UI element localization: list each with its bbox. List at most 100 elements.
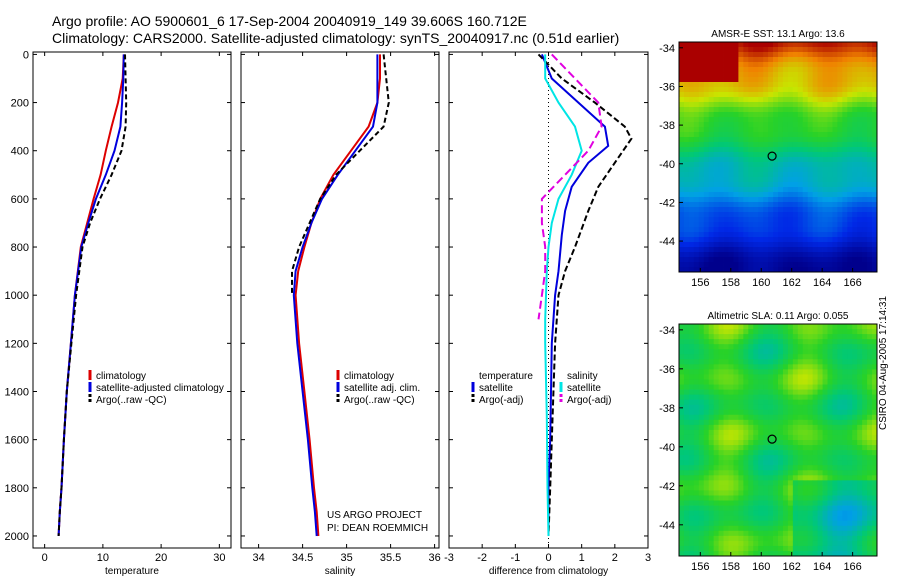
heatmap-cell — [847, 112, 853, 118]
y-tick-label: -40 — [659, 159, 675, 171]
heatmap-cell — [867, 419, 873, 426]
heatmap-cell — [862, 334, 868, 340]
heatmap-cell — [688, 550, 695, 557]
heatmap-cell — [842, 510, 848, 517]
heatmap-cell — [827, 475, 833, 481]
heatmap-cell — [847, 359, 853, 365]
heatmap-cell — [822, 465, 828, 471]
heatmap-cell — [857, 364, 863, 370]
heatmap-cell — [738, 409, 744, 416]
heatmap-cell — [688, 147, 695, 153]
heatmap-cell — [802, 460, 809, 466]
heatmap-cell — [787, 424, 794, 431]
heatmap-cell — [852, 227, 858, 233]
heatmap-cell — [857, 525, 863, 532]
heatmap-cell — [822, 344, 828, 350]
heatmap-cell — [778, 339, 784, 345]
heatmap-cell — [857, 77, 863, 83]
heatmap-cell — [852, 455, 858, 461]
heatmap-cell — [862, 455, 868, 461]
heatmap-cell — [817, 267, 823, 273]
heatmap-cell — [852, 344, 858, 350]
heatmap-cell — [847, 57, 853, 63]
heatmap-cell — [787, 137, 794, 143]
heatmap-cell — [708, 394, 715, 401]
heatmap-cell — [837, 515, 843, 522]
heatmap-cell — [773, 440, 779, 446]
heatmap-cell — [827, 187, 833, 193]
heatmap-cell — [713, 475, 719, 481]
heatmap-cell — [782, 127, 789, 133]
heatmap-cell — [862, 232, 868, 238]
heatmap-cell — [807, 162, 814, 168]
heatmap-cell — [693, 242, 700, 248]
heatmap-cell — [812, 470, 818, 476]
heatmap-cell — [693, 505, 700, 512]
heatmap-cell — [797, 440, 804, 446]
heatmap-cell — [802, 217, 809, 223]
heatmap-cell — [763, 440, 769, 446]
heatmap-cell — [753, 510, 759, 517]
heatmap-cell — [688, 82, 695, 88]
heatmap-cell — [787, 480, 794, 486]
heatmap-cell — [817, 460, 823, 466]
heatmap-cell — [857, 152, 863, 158]
heatmap-cell — [787, 222, 794, 228]
heatmap-cell — [782, 57, 789, 63]
heatmap-cell — [782, 252, 789, 258]
heatmap-cell — [753, 122, 759, 128]
heatmap-cell — [797, 374, 804, 380]
heatmap-cell — [867, 197, 873, 203]
heatmap-cell — [837, 384, 843, 390]
heatmap-cell — [723, 515, 729, 522]
heatmap-cell — [842, 329, 848, 335]
heatmap-cell — [683, 207, 690, 213]
heatmap-cell — [718, 102, 724, 108]
heatmap-cell — [807, 515, 814, 522]
heatmap-cell — [728, 237, 734, 243]
heatmap-cell — [733, 485, 739, 491]
legend-label: Argo(..raw -QC) — [96, 395, 167, 406]
heatmap-cell — [842, 102, 848, 108]
heatmap-cell — [832, 77, 838, 83]
heatmap-cell — [852, 72, 858, 78]
heatmap-cell — [817, 470, 823, 476]
heatmap-cell — [773, 157, 779, 163]
heatmap-cell — [679, 77, 685, 83]
heatmap-cell — [782, 490, 789, 496]
x-tick-label: -2 — [477, 552, 487, 564]
heatmap-cell — [688, 389, 695, 396]
heatmap-cell — [758, 257, 764, 263]
heatmap-cell — [728, 257, 734, 263]
heatmap-cell — [802, 470, 809, 476]
heatmap-cell — [802, 257, 809, 263]
heatmap-cell — [797, 490, 804, 496]
heatmap-cell — [782, 500, 789, 506]
heatmap-cell — [837, 247, 843, 253]
heatmap-cell — [688, 445, 695, 451]
heatmap-cell — [787, 257, 794, 263]
heatmap-cell — [812, 262, 818, 268]
heatmap-cell — [847, 545, 853, 552]
heatmap-cell — [703, 182, 710, 188]
heatmap-cell — [842, 364, 848, 370]
heatmap-cell — [768, 394, 774, 401]
heatmap-cell — [787, 540, 794, 547]
heatmap-cell — [758, 324, 764, 330]
heatmap-cell — [743, 52, 749, 58]
heatmap-cell — [753, 324, 759, 330]
heatmap-cell — [738, 394, 744, 401]
heatmap-cell — [693, 127, 700, 133]
heatmap-cell — [688, 242, 695, 248]
heatmap-cell — [679, 137, 685, 143]
heatmap-cell — [778, 324, 784, 330]
heatmap-cell — [728, 394, 734, 401]
heatmap-cell — [847, 374, 853, 380]
heatmap-cell — [797, 257, 804, 263]
heatmap-cell — [867, 364, 873, 370]
heatmap-cell — [857, 485, 863, 491]
heatmap-cell — [688, 429, 695, 436]
heatmap-cell — [807, 92, 814, 98]
heatmap-cell — [807, 359, 814, 365]
heatmap-cell — [802, 399, 809, 406]
